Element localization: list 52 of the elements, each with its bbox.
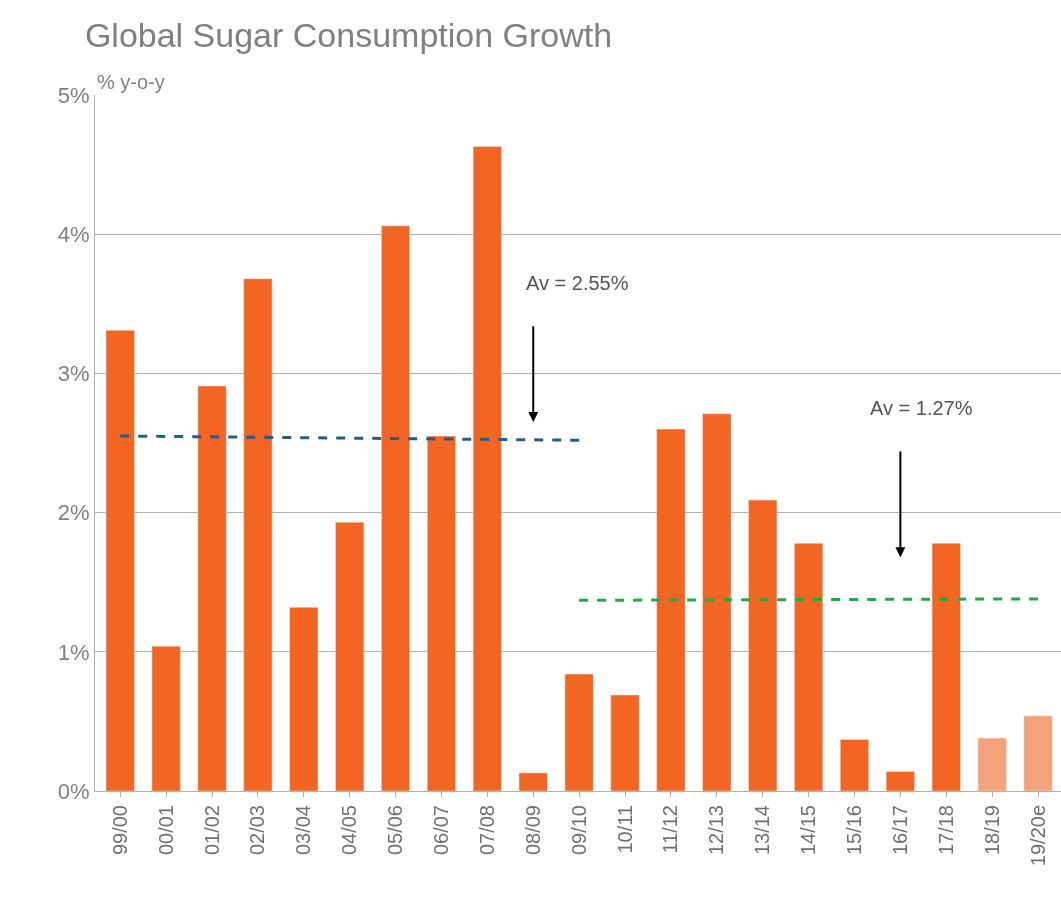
x-tick-label: 11/12 — [659, 805, 682, 854]
y-tick-label: 2% — [57, 500, 90, 526]
bar — [197, 385, 227, 791]
y-tick-label: 0% — [57, 778, 90, 804]
x-tick-label: 04/05 — [338, 805, 361, 856]
bar — [151, 645, 181, 791]
x-tick-label: 08/09 — [521, 805, 544, 856]
bar — [427, 435, 456, 791]
x-tick-label: 13/14 — [751, 805, 774, 856]
x-tick-label: 14/15 — [797, 805, 820, 856]
x-tick-label: 99/00 — [108, 805, 131, 856]
bar — [289, 607, 319, 791]
bar — [840, 739, 869, 791]
annotation: Av = 2.55% — [526, 272, 629, 294]
bar — [656, 428, 686, 791]
bar — [702, 413, 732, 791]
y-tick-label: 5% — [57, 82, 90, 108]
bar — [931, 542, 961, 791]
bar — [885, 771, 915, 791]
bar — [335, 522, 365, 791]
bar — [518, 772, 548, 791]
x-tick-label: 01/02 — [200, 805, 223, 856]
chart-title: Global Sugar Consumption Growth — [84, 15, 613, 54]
x-tick-label: 07/08 — [475, 805, 498, 856]
y-axis-title: % y-o-y — [97, 71, 165, 93]
bar — [243, 278, 273, 791]
x-tick-label: 17/18 — [934, 805, 957, 856]
annotation: Av = 1.27% — [870, 397, 973, 419]
bar — [610, 694, 640, 791]
x-tick-label: 09/10 — [567, 805, 590, 856]
bar — [1023, 715, 1053, 791]
x-tick-label: 15/16 — [842, 805, 865, 856]
x-tick-label: 16/17 — [888, 805, 911, 856]
y-tick-label: 4% — [57, 221, 90, 247]
x-tick-label: 19/20e — [1026, 805, 1049, 867]
bar — [794, 542, 824, 791]
bar — [977, 737, 1007, 791]
x-tick-label: 00/01 — [154, 805, 177, 856]
bar — [381, 225, 411, 791]
bar — [105, 330, 135, 791]
y-tick-label: 1% — [57, 639, 90, 665]
x-tick-label: 02/03 — [246, 805, 269, 856]
bar — [472, 146, 502, 791]
bar — [564, 673, 594, 791]
x-tick-label: 10/11 — [613, 805, 636, 854]
x-tick-label: 05/06 — [384, 805, 407, 856]
x-tick-label: 18/19 — [980, 805, 1003, 856]
y-tick-label: 3% — [57, 361, 90, 387]
x-tick-label: 12/13 — [705, 805, 728, 856]
bar — [748, 499, 778, 791]
x-tick-label: 06/07 — [429, 805, 452, 856]
x-tick-label: 03/04 — [292, 805, 315, 856]
